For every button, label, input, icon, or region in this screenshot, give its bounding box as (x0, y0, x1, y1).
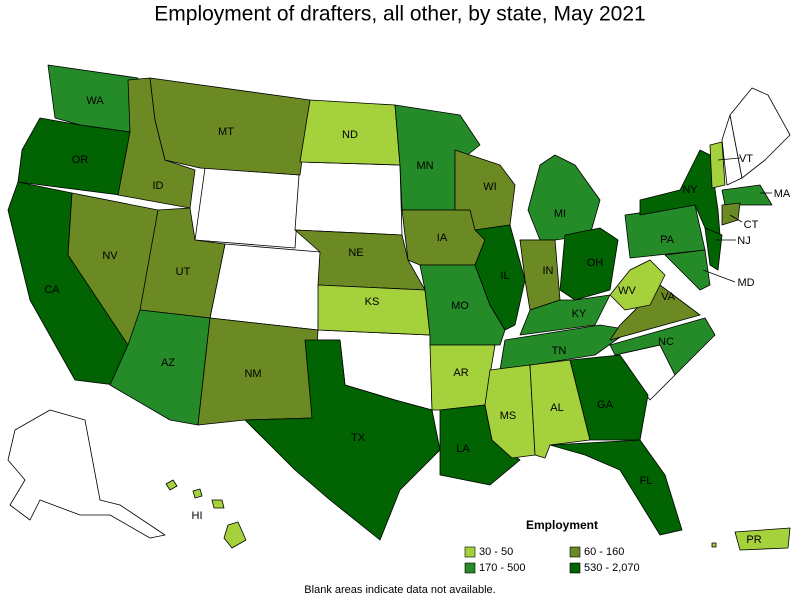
state-label: HI (192, 510, 203, 522)
state-shape (559, 227, 619, 301)
state-label: AR (453, 367, 468, 379)
state-label: MI (554, 208, 566, 220)
state-blank (7, 409, 166, 539)
state-shape (192, 488, 203, 499)
state-label: CA (44, 284, 60, 296)
state-label: NM (244, 368, 261, 380)
state-shape (609, 259, 666, 311)
state-shape (664, 249, 711, 291)
state-label: MD (737, 277, 754, 289)
legend-label: 60 - 160 (584, 546, 624, 558)
legend-swatch (464, 562, 476, 574)
legend-label: 170 - 500 (479, 562, 525, 574)
state-label: TN (552, 345, 567, 357)
state-shape (519, 154, 601, 241)
state-label: AZ (161, 357, 175, 369)
state-shape (704, 227, 723, 271)
state-shape (734, 527, 791, 551)
state-shape (223, 521, 247, 549)
state-label: OH (587, 257, 604, 269)
leader-lines (702, 157, 772, 283)
state-shape (639, 149, 721, 236)
state-label: WI (483, 181, 496, 193)
legend-swatch (569, 546, 581, 558)
state-shape (721, 184, 773, 206)
state-blank (209, 243, 321, 331)
state-label: ND (342, 129, 358, 141)
state-label: ID (153, 180, 164, 192)
state-blank (294, 161, 403, 236)
state-label: OR (72, 154, 89, 166)
state-label: WV (618, 285, 636, 297)
state-shape (609, 317, 716, 376)
state-label: CT (744, 219, 759, 231)
state-label: IN (543, 265, 554, 277)
state-blank (194, 167, 301, 249)
state-label: FL (640, 475, 653, 487)
state-label: MO (451, 300, 469, 312)
note: Blank areas indicate data not available. (304, 584, 495, 596)
state-label: VT (739, 153, 753, 165)
legend-swatch (464, 546, 476, 558)
state-label: MS (500, 410, 517, 422)
state-shape (499, 324, 631, 371)
map-title: Employment of drafters, all other, by st… (154, 3, 645, 26)
state-shape (569, 354, 649, 441)
state-label: IA (437, 232, 448, 244)
state-shape (474, 224, 526, 331)
state-label: MA (774, 188, 791, 200)
state-label: NC (658, 336, 674, 348)
blank-states (7, 87, 791, 539)
state-label: NJ (737, 235, 750, 247)
legend: 30 - 50 60 - 160 170 - 500 530 - 2,070 (464, 546, 640, 574)
legend-label: 30 - 50 (479, 546, 513, 558)
state-label: KY (572, 308, 587, 320)
state-label: MT (218, 126, 234, 138)
legend-title: Employment (526, 518, 598, 532)
state-shape (211, 499, 225, 509)
state-label: PR (746, 534, 761, 546)
state-label: MN (416, 160, 433, 172)
state-label: PA (660, 234, 675, 246)
state-label: IL (500, 270, 509, 282)
states: WA OR CA NV ID MT UT AZ NM ND NE KS TX MN IA MO AR LA WI IL… (7, 64, 791, 551)
state-blank (729, 87, 791, 179)
state-shape (244, 339, 441, 541)
state-label: AL (550, 402, 563, 414)
state-label: LA (456, 443, 470, 455)
state-shape (709, 141, 726, 189)
state-label: NV (102, 250, 118, 262)
state-label: GA (597, 399, 614, 411)
state-label: TX (351, 432, 366, 444)
state-shape (721, 202, 741, 226)
state-label: VA (661, 291, 676, 303)
state-shape (165, 479, 178, 491)
state-label: NY (682, 184, 698, 196)
legend-swatch (569, 562, 581, 574)
state-shape (519, 239, 561, 311)
state-shape (317, 284, 431, 336)
state-shape (549, 439, 683, 536)
state-label: NE (348, 247, 363, 259)
state-shape (711, 542, 717, 548)
state-shape (624, 204, 706, 259)
state-label: UT (176, 266, 191, 278)
state-label: KS (365, 296, 380, 308)
state-label: WA (86, 95, 104, 107)
legend-label: 530 - 2,070 (584, 562, 640, 574)
